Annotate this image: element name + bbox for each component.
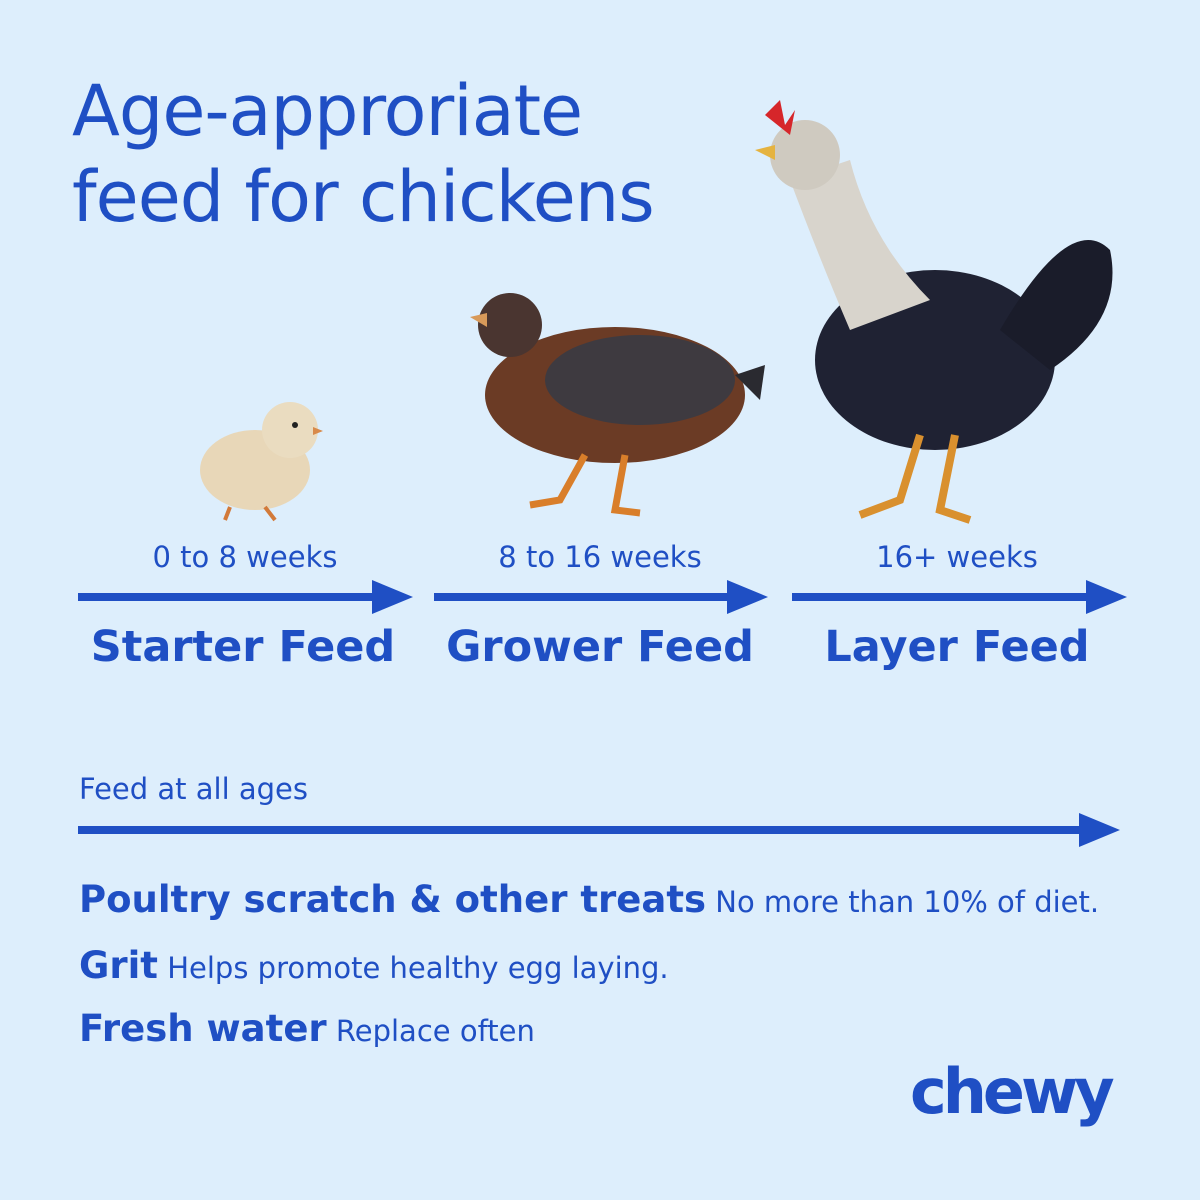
arrow-all-ages [78, 813, 1120, 847]
grower-hen-image [470, 293, 765, 517]
arrow-grower [434, 580, 768, 614]
stage-weeks-layer: 16+ weeks [876, 540, 1038, 574]
item-water: Fresh water Replace often [79, 1007, 535, 1050]
layer-hen-image [755, 100, 1113, 524]
arrow-layer [792, 580, 1127, 614]
item-note: Helps promote healthy egg laying. [167, 951, 669, 985]
svg-text:chewy: chewy [910, 1055, 1114, 1128]
stage-weeks-grower: 8 to 16 weeks [498, 540, 702, 574]
page-title: Age-approriate feed for chickens [72, 68, 655, 240]
stage-weeks-starter: 0 to 8 weeks [152, 540, 338, 574]
title-line-1: Age-approriate [72, 70, 583, 152]
arrow-starter [78, 580, 413, 614]
chewy-logo: chewy [910, 1055, 1118, 1128]
stage-feed-starter: Starter Feed [90, 622, 396, 672]
chick-image [200, 402, 323, 522]
item-name: Grit [79, 944, 158, 987]
stage-feed-grower: Grower Feed [446, 622, 754, 672]
stage-feed-layer: Layer Feed [824, 622, 1090, 672]
item-name: Poultry scratch & other treats [79, 878, 707, 921]
item-note: No more than 10% of diet. [715, 885, 1100, 919]
item-grit: Grit Helps promote healthy egg laying. [79, 944, 669, 987]
title-line-2: feed for chickens [72, 156, 655, 238]
item-note: Replace often [335, 1014, 535, 1048]
item-name: Fresh water [79, 1007, 327, 1050]
item-treats: Poultry scratch & other treats No more t… [79, 878, 1099, 921]
all-ages-label: Feed at all ages [79, 772, 308, 806]
